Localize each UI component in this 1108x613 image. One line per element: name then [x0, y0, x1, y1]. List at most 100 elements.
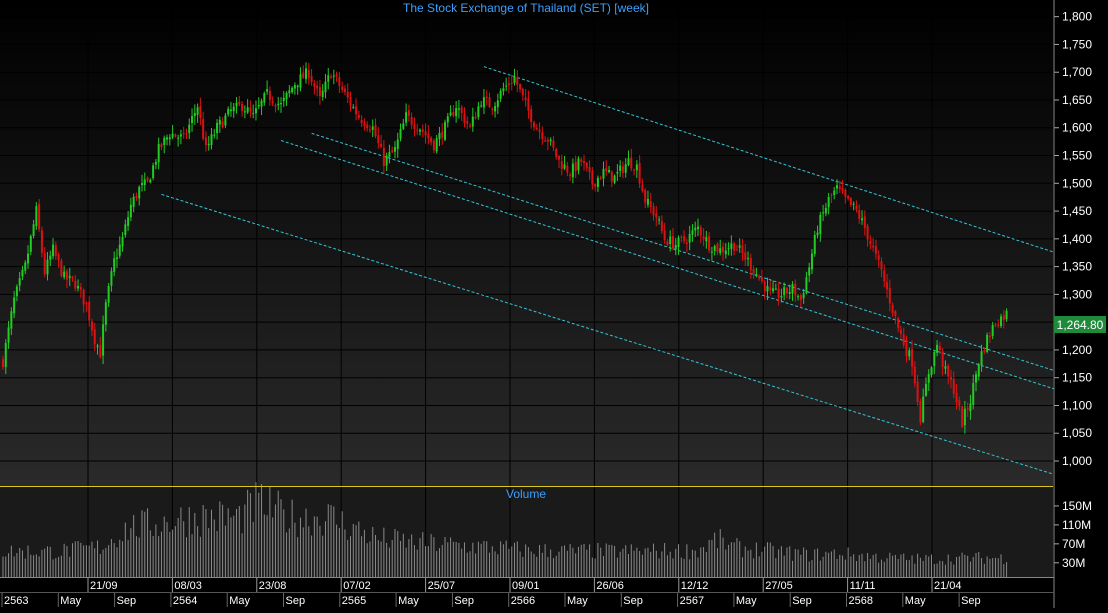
candle-body: [527, 98, 530, 111]
candle-body: [299, 74, 302, 88]
candle-body: [516, 77, 519, 85]
candle-body: [596, 177, 599, 187]
last-price-box: [1054, 316, 1106, 333]
candle-body: [794, 283, 797, 296]
candle-body: [40, 230, 43, 253]
price-panel-bg: [0, 0, 1053, 486]
candle-body: [46, 259, 49, 275]
candle-body: [997, 324, 1000, 326]
candle-body: [886, 282, 889, 290]
candle-body: [252, 112, 255, 114]
candle-body: [88, 301, 91, 321]
candle-body: [638, 163, 641, 184]
candle-body: [355, 106, 358, 115]
candle-body: [919, 401, 922, 423]
candle-body: [171, 133, 174, 138]
candle-body: [374, 124, 377, 137]
candle-body: [911, 349, 914, 367]
candle-body: [774, 288, 777, 290]
candle-body: [624, 164, 627, 173]
candle-body: [902, 334, 905, 345]
candle-body: [816, 232, 819, 236]
candle-body: [541, 132, 544, 139]
candle-body: [491, 108, 494, 111]
candle-body: [341, 86, 344, 90]
candle-body: [296, 85, 299, 88]
candle-body: [435, 138, 438, 152]
candle-body: [752, 269, 755, 274]
candle-body: [507, 83, 510, 86]
candle-body: [549, 139, 552, 142]
candle-body: [249, 107, 252, 112]
candle-body: [27, 253, 30, 264]
candle-body: [744, 252, 747, 260]
time-tick-label: 26/06: [596, 580, 624, 592]
candle-body: [869, 240, 872, 244]
candle-body: [82, 289, 85, 305]
candle-body: [535, 128, 538, 130]
candle-body: [335, 74, 338, 77]
candle-body: [302, 72, 305, 78]
candle-body: [755, 274, 758, 276]
time-tick-label: 21/09: [90, 580, 118, 592]
candle-body: [972, 383, 975, 405]
candle-body: [38, 204, 41, 230]
candle-body: [218, 119, 221, 125]
candle-body: [922, 396, 925, 422]
candle-body: [291, 87, 294, 93]
candle-body: [819, 214, 822, 234]
candle-body: [93, 329, 96, 345]
candle-body: [991, 325, 994, 336]
candle-body: [313, 83, 316, 87]
candle-body: [388, 152, 391, 157]
candle-body: [235, 102, 238, 107]
candle-body: [185, 133, 188, 135]
candle-body: [963, 408, 966, 426]
candle-body: [827, 196, 830, 208]
time-period-label: Sep: [454, 595, 474, 607]
price-axis-bg: [1054, 0, 1108, 608]
candle-body: [499, 90, 502, 99]
candle-body: [438, 132, 441, 140]
candle-body: [810, 253, 813, 270]
candle-body: [855, 205, 858, 210]
candle-body: [444, 122, 447, 140]
candle-body: [797, 296, 800, 298]
volume-bars: [2, 482, 1008, 577]
time-tick-label: 07/02: [343, 580, 371, 592]
candle-body: [346, 91, 349, 98]
candle-body: [733, 243, 736, 251]
candle-body: [366, 124, 369, 129]
gridlines: [0, 0, 1053, 577]
price-tick-label: 1,000: [1062, 454, 1092, 468]
candle-body: [127, 217, 130, 226]
candle-body: [952, 378, 955, 394]
candle-body: [924, 383, 927, 396]
candle-body: [719, 248, 722, 254]
candle-body: [558, 156, 560, 160]
candle-body: [897, 318, 900, 328]
volume-tick-label: 30M: [1062, 556, 1085, 570]
candle-body: [466, 120, 469, 124]
candle-body: [646, 198, 649, 205]
trend-channel-lines: [161, 66, 1054, 475]
candle-body: [285, 92, 288, 100]
candle-body: [788, 291, 791, 294]
candle-body: [196, 107, 199, 115]
candle-body: [847, 196, 850, 199]
candle-body: [722, 246, 725, 253]
candle-body: [513, 76, 516, 84]
time-period-label: 2568: [849, 595, 873, 607]
candle-body: [135, 195, 138, 199]
candle-body: [343, 88, 346, 92]
candle-body: [883, 270, 886, 282]
last-price-label: 1,264.80: [1057, 318, 1104, 332]
candle-body: [393, 147, 396, 152]
candle-body: [988, 336, 991, 338]
candle-body: [396, 139, 399, 150]
time-tick-label: 21/04: [934, 580, 962, 592]
candle-body: [332, 75, 335, 77]
price-tick-label: 1,550: [1062, 149, 1092, 163]
candle-body: [880, 261, 883, 270]
